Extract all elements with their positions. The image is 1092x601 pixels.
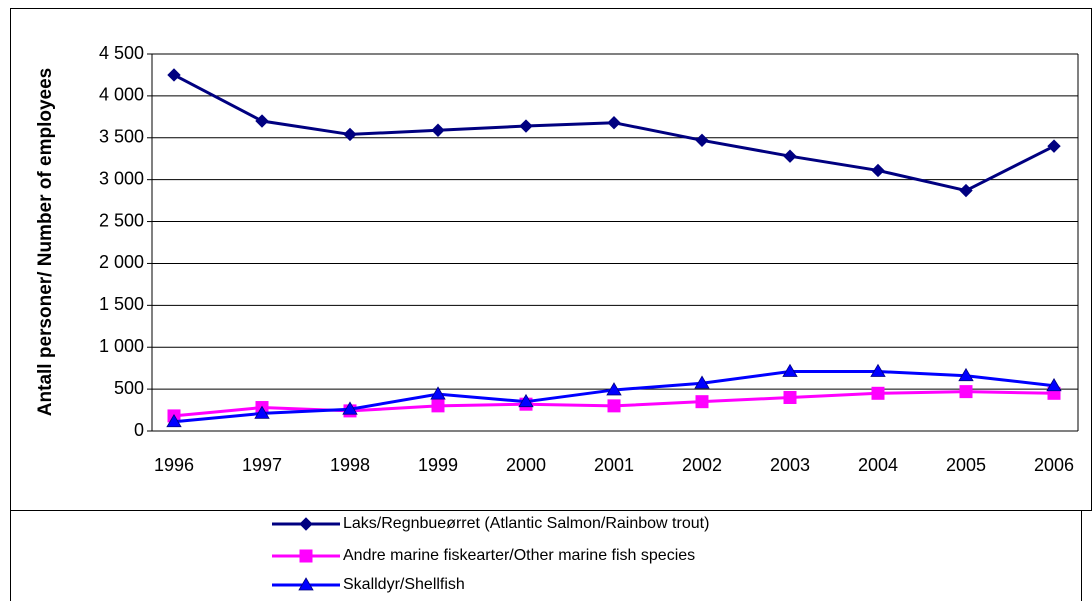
y-tick-label: 0: [134, 420, 144, 440]
x-tick-label: 2000: [506, 455, 546, 475]
x-tick-label: 2006: [1034, 455, 1074, 475]
legend-marker: [299, 549, 313, 563]
data-point: [607, 399, 621, 413]
data-point: [430, 386, 446, 400]
data-point: [782, 363, 798, 377]
data-point: [695, 395, 709, 409]
x-tick-label: 1998: [330, 455, 370, 475]
legend-box: [10, 510, 1082, 601]
data-point: [607, 115, 621, 130]
legend-label: Skalldyr/Shellfish: [343, 576, 465, 593]
y-tick-label: 4 000: [99, 85, 144, 105]
data-point: [694, 375, 710, 389]
y-tick-label: 3 500: [99, 127, 144, 147]
data-point: [343, 127, 357, 142]
series-line: [173, 370, 1055, 424]
data-point: [342, 401, 358, 415]
x-tick-label: 1997: [242, 455, 282, 475]
data-point: [254, 405, 270, 419]
data-point: [959, 385, 973, 399]
y-tick-label: 4 500: [99, 43, 144, 63]
legend-label: Laks/Regnbueørret (Atlantic Salmon/Rainb…: [343, 515, 709, 532]
x-tick-label: 1999: [418, 455, 458, 475]
legend-label: Andre marine fiskearter/Other marine fis…: [343, 547, 695, 564]
data-point: [1047, 139, 1061, 153]
legend-marker: [299, 517, 313, 531]
data-point: [431, 123, 445, 137]
y-tick-label: 1 000: [99, 336, 144, 356]
data-point: [959, 183, 973, 198]
data-point: [431, 399, 445, 413]
data-point: [695, 133, 709, 147]
data-point: [255, 114, 269, 128]
data-point: [519, 119, 533, 133]
x-tick-label: 1996: [154, 455, 194, 475]
data-point: [871, 386, 885, 400]
series-line: [173, 73, 1055, 193]
data-point: [871, 163, 885, 178]
x-tick-label: 2001: [594, 455, 634, 475]
x-tick-label: 2004: [858, 455, 898, 475]
legend-marker: [298, 577, 314, 591]
chart-border: [10, 8, 1092, 511]
y-tick-label: 3 000: [99, 168, 144, 188]
data-point: [783, 149, 797, 163]
y-tick-label: 1 500: [99, 294, 144, 314]
x-tick-label: 2003: [770, 455, 810, 475]
y-tick-label: 2 000: [99, 252, 144, 272]
data-point: [518, 393, 534, 408]
data-point: [870, 363, 886, 377]
data-point: [606, 382, 622, 396]
data-point: [1046, 377, 1062, 392]
y-tick-label: 2 500: [99, 210, 144, 230]
y-axis-title: Antall personer/ Number of employees: [35, 68, 56, 416]
data-point: [958, 367, 974, 382]
data-point: [167, 68, 181, 82]
data-point: [783, 390, 797, 404]
y-tick-label: 500: [114, 378, 144, 398]
x-tick-label: 2005: [946, 455, 986, 475]
data-point: [166, 413, 182, 428]
x-tick-label: 2002: [682, 455, 722, 475]
